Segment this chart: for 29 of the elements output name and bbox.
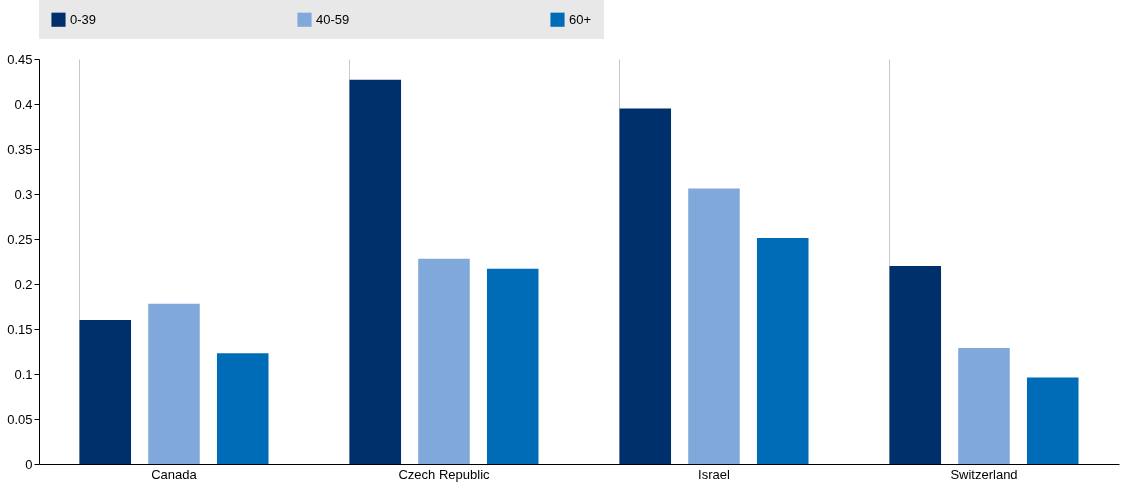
- legend-label: 40-59: [316, 11, 350, 27]
- bar: [418, 258, 470, 464]
- bar: [349, 79, 402, 464]
- bar: [619, 108, 672, 464]
- y-tick-label: 0: [25, 456, 33, 472]
- y-tick-label: 0.3: [14, 186, 33, 202]
- x-tick-label: Canada: [151, 466, 198, 482]
- bar: [889, 266, 942, 464]
- y-tick-label: 0.4: [14, 96, 33, 112]
- y-tick-label: 0.15: [7, 321, 33, 337]
- bar: [486, 268, 539, 464]
- bar: [216, 353, 269, 464]
- bar: [688, 188, 740, 464]
- x-tick-label: Switzerland: [950, 466, 1018, 482]
- y-tick-label: 0.1: [14, 366, 33, 382]
- bar: [756, 238, 809, 464]
- y-tick-label: 0.35: [7, 141, 33, 157]
- legend-label: 60+: [569, 11, 592, 27]
- y-tick-label: 0.25: [7, 231, 33, 247]
- legend-label: 0-39: [70, 11, 97, 27]
- bar: [958, 347, 1010, 464]
- bar: [1026, 377, 1079, 464]
- x-tick-label: Israel: [698, 466, 730, 482]
- bar: [148, 303, 200, 464]
- x-tick-label: Czech Republic: [398, 466, 491, 482]
- y-tick-label: 0.05: [7, 411, 33, 427]
- y-tick-label: 0.45: [7, 51, 33, 67]
- bar: [79, 320, 132, 464]
- y-tick-label: 0.2: [14, 276, 33, 292]
